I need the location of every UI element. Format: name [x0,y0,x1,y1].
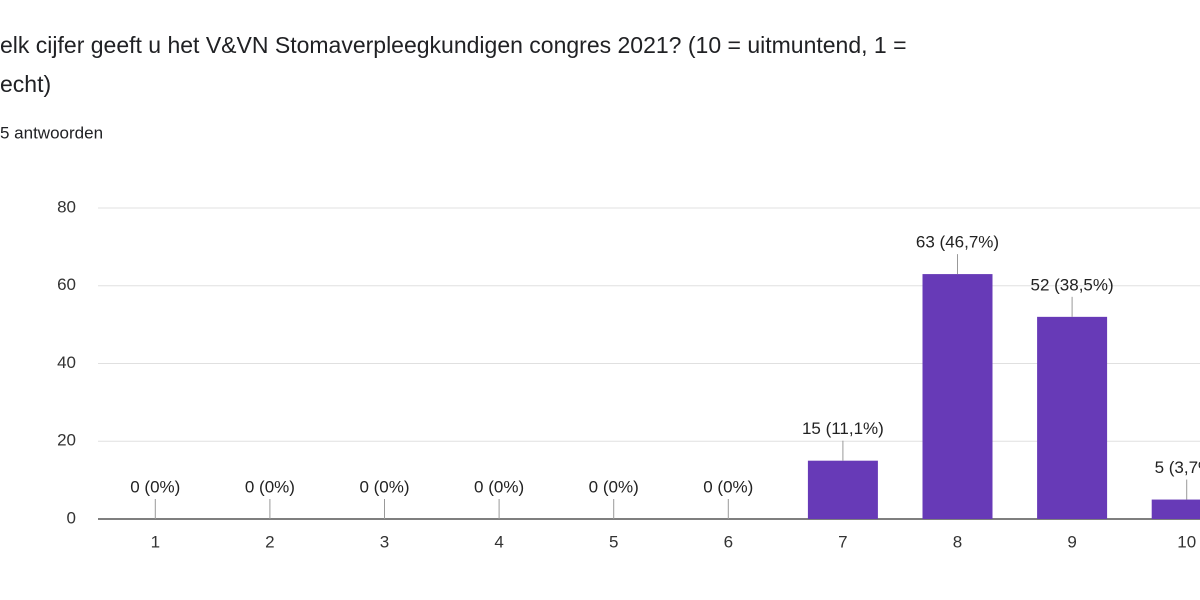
value-label: 63 (46,7%) [916,233,999,252]
y-tick-label: 20 [57,431,76,450]
bar [1037,316,1108,519]
x-tick-label: 7 [838,532,847,551]
x-tick-label: 6 [724,532,733,551]
chart-title: echt) [0,71,51,97]
x-tick-label: 4 [494,532,503,551]
value-label: 0 (0%) [474,477,524,496]
x-tick-label: 10 [1177,532,1196,551]
x-tick-label: 3 [380,532,389,551]
x-tick-label: 1 [151,532,160,551]
y-tick-label: 40 [57,353,76,372]
value-label: 0 (0%) [589,477,639,496]
value-label: 52 (38,5%) [1031,275,1114,294]
chart-subtitle: 5 antwoorden [0,123,103,142]
value-label: 5 (3,7%) [1155,458,1200,477]
value-label: 0 (0%) [130,477,180,496]
value-label: 0 (0%) [359,477,409,496]
y-tick-label: 60 [57,275,76,294]
value-label: 0 (0%) [703,477,753,496]
x-tick-label: 5 [609,532,618,551]
x-tick-label: 2 [265,532,274,551]
x-tick-label: 8 [953,532,962,551]
value-label: 0 (0%) [245,477,295,496]
x-tick-label: 9 [1067,532,1076,551]
bar [922,274,993,519]
y-tick-label: 80 [57,197,76,216]
bar [1151,499,1200,519]
bar [807,460,878,519]
chart-title: elk cijfer geeft u het V&VN Stomaverplee… [0,32,907,58]
y-tick-label: 0 [67,508,76,527]
value-label: 15 (11,1%) [802,419,884,438]
